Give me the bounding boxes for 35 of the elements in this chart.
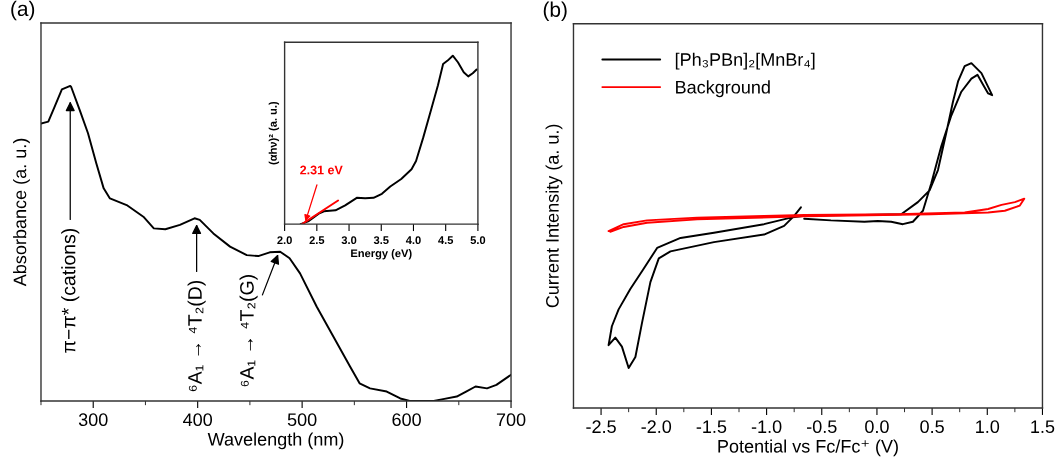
x-tick-label: 2.0 (277, 236, 292, 245)
x-axis-title: Potential vs Fc/Fc⁺ (V) (718, 439, 898, 457)
x-tick-label: 0.0 (865, 420, 889, 434)
y-axis-title: (αhν)² (a. u.) (268, 101, 280, 165)
x-tick-label: 4.5 (438, 236, 454, 245)
x-axis-title: Energy (eV) (351, 249, 412, 260)
annotation: π−π* (cations) (61, 228, 80, 353)
x-tick-label: -1.5 (696, 420, 727, 434)
x-tick-label: 3.5 (373, 236, 389, 245)
x-tick-label: 0.5 (920, 420, 944, 434)
x-tick-label: 300 (78, 413, 108, 427)
x-tick-label: 600 (392, 413, 421, 427)
y-axis-title: Current Intensity (a. u.) (545, 124, 563, 308)
x-tick-label: 2.5 (309, 236, 325, 245)
x-tick-label: 1.5 (1031, 420, 1055, 434)
annotation: 2.31 eV (300, 165, 343, 175)
legend-label: Background (676, 80, 770, 98)
x-tick-label: 700 (496, 413, 526, 427)
x-tick-label: -2.0 (641, 420, 672, 434)
x-tick-label: 5.0 (470, 236, 486, 245)
y-axis-title: Absorbance (a. u.) (13, 138, 30, 287)
x-tick-label: -2.5 (586, 420, 616, 434)
annotation: ⁶A₁ → ⁴T₂(D) (187, 280, 206, 392)
x-tick-label: 4.0 (405, 236, 421, 245)
chart-title: (a) (11, 0, 35, 21)
x-tick-label: -1.0 (751, 420, 782, 434)
x-tick-label: 3.0 (341, 236, 357, 245)
legend-label: [Ph₃PBn]₂[MnBr₄] (675, 52, 815, 70)
x-tick-label: 500 (287, 413, 317, 427)
annotation: ⁶A₁ → ⁴T₂(G) (239, 275, 258, 387)
x-tick-label: 1.0 (976, 420, 1000, 434)
x-axis-title: Wavelength (nm) (207, 432, 344, 450)
chart-title: (b) (543, 1, 567, 22)
x-tick-label: 400 (183, 413, 213, 427)
x-tick-label: -0.5 (807, 420, 837, 434)
